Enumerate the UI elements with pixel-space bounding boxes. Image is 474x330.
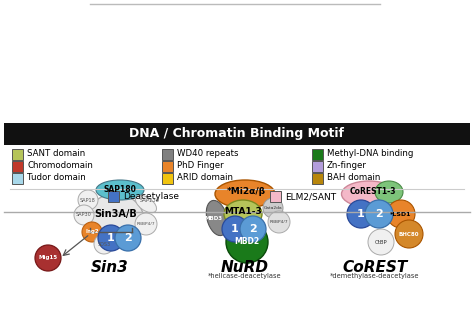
Circle shape (268, 211, 290, 233)
FancyBboxPatch shape (162, 160, 173, 172)
Ellipse shape (215, 180, 275, 208)
Text: Ing2: Ing2 (85, 229, 99, 235)
Text: *LSD1: *LSD1 (390, 212, 412, 216)
Text: Gata2da: Gata2da (264, 206, 283, 210)
Text: Deacetylase: Deacetylase (123, 192, 179, 201)
Text: SAP30: SAP30 (76, 213, 92, 217)
Circle shape (263, 198, 283, 218)
Text: MBD3: MBD3 (205, 215, 223, 220)
Text: SAP180: SAP180 (103, 185, 137, 194)
FancyBboxPatch shape (12, 160, 23, 172)
Text: CtBP: CtBP (374, 240, 387, 245)
Text: PhD Finger: PhD Finger (177, 161, 224, 170)
Ellipse shape (375, 181, 403, 203)
Circle shape (365, 200, 393, 228)
Circle shape (368, 229, 394, 255)
Text: WD40 repeats: WD40 repeats (177, 149, 238, 158)
Text: ARID domain: ARID domain (177, 173, 233, 182)
Circle shape (135, 213, 157, 235)
Text: SANT domain: SANT domain (27, 149, 85, 158)
Text: Mig15: Mig15 (38, 255, 57, 260)
Circle shape (240, 216, 266, 242)
Text: Sin3: Sin3 (91, 260, 129, 276)
Circle shape (94, 234, 114, 254)
Circle shape (222, 216, 248, 242)
Ellipse shape (341, 181, 396, 207)
Circle shape (115, 225, 141, 251)
FancyBboxPatch shape (12, 148, 23, 159)
Text: SAP18: SAP18 (80, 197, 96, 203)
Circle shape (98, 225, 124, 251)
Text: *Mi2α/β: *Mi2α/β (227, 187, 265, 196)
Text: 1: 1 (231, 224, 239, 234)
Text: 1: 1 (107, 233, 115, 243)
FancyBboxPatch shape (312, 160, 323, 172)
Circle shape (387, 200, 415, 228)
Text: CoREST: CoREST (342, 260, 408, 276)
FancyBboxPatch shape (162, 173, 173, 183)
Ellipse shape (86, 194, 144, 246)
Text: SAP130: SAP130 (140, 197, 160, 203)
Text: 2: 2 (375, 209, 383, 219)
Text: BHC80: BHC80 (399, 232, 419, 237)
Text: Chromodomain: Chromodomain (27, 161, 93, 170)
Circle shape (74, 205, 94, 225)
Circle shape (347, 200, 375, 228)
Text: ELM2/SANT: ELM2/SANT (285, 192, 336, 201)
Ellipse shape (136, 195, 156, 213)
FancyBboxPatch shape (162, 148, 173, 159)
Text: MBD2: MBD2 (235, 238, 260, 247)
Text: SDS3: SDS3 (98, 242, 110, 247)
Text: 2: 2 (249, 224, 257, 234)
Text: BAH domain: BAH domain (327, 173, 380, 182)
Circle shape (226, 221, 268, 263)
Text: Zn-finger: Zn-finger (327, 161, 367, 170)
FancyBboxPatch shape (108, 191, 119, 202)
Text: CoREST1-3: CoREST1-3 (350, 187, 396, 196)
Text: RBBP4/7: RBBP4/7 (137, 222, 155, 226)
FancyBboxPatch shape (4, 123, 470, 145)
Text: MTA1-3: MTA1-3 (224, 208, 262, 216)
Circle shape (35, 245, 61, 271)
FancyBboxPatch shape (12, 173, 23, 183)
Text: NuRD: NuRD (221, 260, 269, 276)
FancyBboxPatch shape (312, 148, 323, 159)
Text: 1: 1 (357, 209, 365, 219)
Ellipse shape (206, 200, 228, 236)
Circle shape (78, 190, 98, 210)
Ellipse shape (224, 200, 262, 228)
Text: Methyl-DNA binding: Methyl-DNA binding (327, 149, 413, 158)
Text: Tudor domain: Tudor domain (27, 173, 86, 182)
FancyBboxPatch shape (312, 173, 323, 183)
Text: DNA / Chromatin Binding Motif: DNA / Chromatin Binding Motif (129, 127, 345, 141)
Text: Sin3A/B: Sin3A/B (95, 209, 137, 219)
Circle shape (395, 220, 423, 248)
Text: *helicase-deacetylase: *helicase-deacetylase (208, 273, 282, 279)
Text: 2: 2 (124, 233, 132, 243)
Circle shape (82, 222, 102, 242)
FancyBboxPatch shape (270, 191, 281, 202)
Ellipse shape (96, 180, 144, 200)
Text: RBBP4/7: RBBP4/7 (270, 220, 288, 224)
Text: *demethylase-deacetylase: *demethylase-deacetylase (330, 273, 420, 279)
